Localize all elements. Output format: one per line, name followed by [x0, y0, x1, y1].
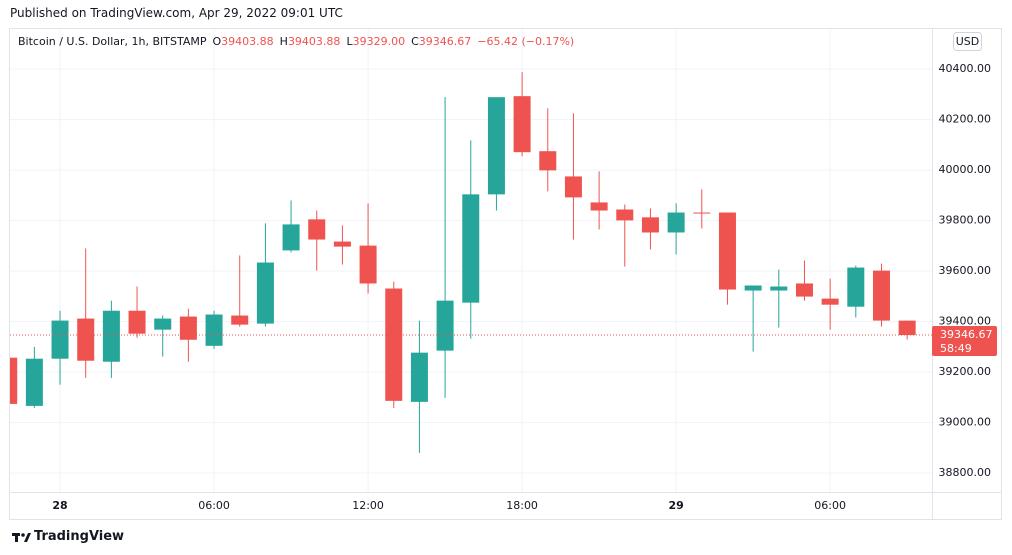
candle-body: [128, 310, 146, 334]
candle-body: [10, 357, 18, 404]
y-tick-label: 39800.00: [939, 214, 992, 227]
candle-body: [770, 286, 788, 291]
candle-body: [539, 151, 557, 171]
candle-body: [744, 285, 762, 291]
candle-body: [333, 241, 351, 247]
y-tick-label: 39200.00: [939, 365, 992, 378]
candle-body: [102, 310, 120, 362]
brand: TradingView: [34, 529, 125, 544]
ohlc-value: 39346.67: [418, 35, 472, 48]
y-tick-label: 40200.00: [939, 113, 992, 126]
candle-body: [308, 219, 326, 240]
published-note: Published on TradingView.com, Apr 29, 20…: [10, 6, 343, 20]
candle-body: [179, 316, 197, 340]
candle-body: [205, 314, 223, 346]
currency-label: USD: [956, 35, 980, 48]
candle-body: [590, 202, 608, 211]
y-tick-label: 39400.00: [939, 315, 992, 328]
candle-body: [718, 212, 736, 290]
candle-body: [898, 320, 916, 336]
candle-body: [436, 300, 454, 351]
x-tick-label: 06:00: [198, 499, 230, 512]
y-tick-label: 39000.00: [939, 416, 992, 429]
candle-body: [359, 245, 377, 284]
ohlc-value: 39403.88: [221, 35, 274, 48]
candle-body: [256, 262, 274, 324]
ohlc-key: C: [411, 35, 419, 48]
ohlc-key: O: [212, 35, 222, 48]
candle-body: [410, 352, 428, 402]
y-tick-label: 40000.00: [939, 163, 992, 176]
logo: [12, 533, 31, 542]
candle-body: [487, 97, 505, 195]
legend: Bitcoin / U.S. Dollar, 1h, BITSTAMP O3940…: [18, 35, 580, 48]
candle-body: [77, 318, 95, 361]
candle-body: [821, 298, 839, 305]
y-tick-label: 38800.00: [939, 466, 992, 479]
y-tick-label: 40400.00: [939, 62, 992, 75]
frame: [9, 28, 1002, 520]
candle-body: [693, 212, 711, 214]
symbol: Bitcoin / U.S. Dollar, 1h, BITSTAMP: [18, 35, 207, 48]
price-label-box: [932, 326, 997, 357]
price-label: 39346.67: [940, 328, 993, 341]
candle-body: [282, 224, 300, 251]
countdown: 58:49: [940, 342, 972, 355]
candle-body: [231, 315, 249, 325]
change: −65.42 (−0.17%): [477, 35, 575, 48]
candle-body: [616, 209, 634, 221]
candle-body: [51, 320, 69, 359]
x-tick-label: 12:00: [352, 499, 384, 512]
ohlc-key: H: [279, 35, 288, 48]
candle-body: [641, 217, 659, 233]
x-tick-label: 29: [668, 499, 683, 512]
candle-body: [847, 267, 865, 307]
candle-body: [513, 96, 531, 153]
y-tick-label: 39600.00: [939, 264, 992, 277]
ohlc-key: L: [346, 35, 353, 48]
x-tick-label: 06:00: [814, 499, 846, 512]
candle-body: [462, 194, 480, 303]
candle-body: [25, 358, 43, 406]
candle-body: [667, 212, 685, 233]
candle-body: [564, 176, 582, 198]
x-tick-label: 28: [52, 499, 67, 512]
candle-body: [154, 318, 172, 330]
candle-body: [872, 270, 890, 321]
x-tick-label: 18:00: [506, 499, 538, 512]
candle-body: [795, 283, 813, 297]
candle-body: [385, 288, 403, 401]
ohlc: O39403.88 H39403.88 L39329.00 C39346.67: [212, 35, 477, 48]
currency-button[interactable]: [953, 32, 982, 51]
ohlc-value: 39403.88: [287, 35, 341, 48]
ohlc-value: 39329.00: [352, 35, 406, 48]
